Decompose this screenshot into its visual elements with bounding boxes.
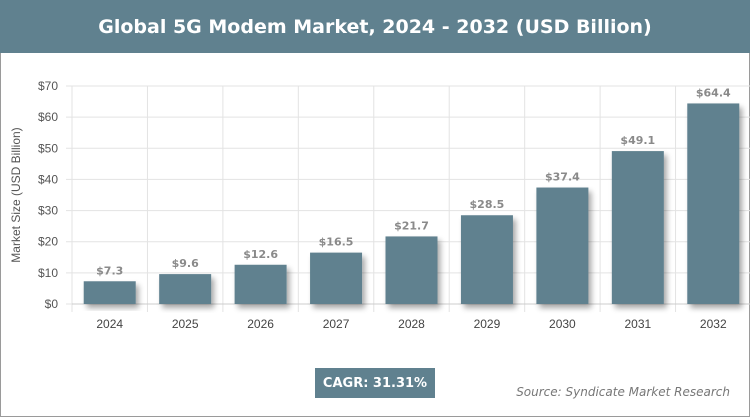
data-label: $21.7 bbox=[394, 219, 429, 232]
y-tick-label: $70 bbox=[38, 79, 58, 93]
data-label: $28.5 bbox=[470, 198, 505, 211]
bar-2026 bbox=[234, 264, 287, 304]
bar-2029 bbox=[460, 215, 513, 304]
cagr-badge: CAGR: 31.31% bbox=[315, 368, 435, 398]
chart-title: Global 5G Modem Market, 2024 - 2032 (USD… bbox=[0, 0, 750, 53]
data-label: $7.3 bbox=[96, 264, 123, 277]
data-label: $49.1 bbox=[620, 134, 655, 147]
y-tick-label: $10 bbox=[38, 266, 58, 280]
data-label: $12.6 bbox=[243, 248, 278, 261]
x-tick-label: 2028 bbox=[398, 317, 425, 331]
x-tick-label: 2030 bbox=[549, 317, 576, 331]
y-tick-label: $20 bbox=[38, 235, 58, 249]
x-tick-label: 2026 bbox=[247, 317, 274, 331]
y-tick-label: $40 bbox=[38, 172, 58, 186]
x-tick-label: 2027 bbox=[323, 317, 350, 331]
x-tick-label: 2024 bbox=[96, 317, 123, 331]
source-note: Source: Syndicate Market Research bbox=[516, 385, 730, 399]
data-label: $64.4 bbox=[696, 86, 731, 99]
bar-2024 bbox=[83, 281, 136, 304]
bar-2027 bbox=[310, 252, 363, 304]
bar-2025 bbox=[159, 274, 212, 304]
data-label: $9.6 bbox=[172, 257, 199, 270]
y-tick-label: $50 bbox=[38, 141, 58, 155]
data-label: $37.4 bbox=[545, 171, 580, 184]
data-label: $16.5 bbox=[319, 236, 354, 249]
x-tick-label: 2025 bbox=[172, 317, 199, 331]
y-tick-label: $0 bbox=[45, 297, 59, 311]
bar-2032 bbox=[687, 103, 740, 304]
y-tick-label: $60 bbox=[38, 110, 58, 124]
x-tick-label: 2031 bbox=[624, 317, 651, 331]
bar-2030 bbox=[536, 187, 589, 304]
x-tick-label: 2029 bbox=[474, 317, 501, 331]
bar-2031 bbox=[611, 151, 664, 304]
bar-2028 bbox=[385, 236, 438, 304]
x-tick-label: 2032 bbox=[700, 317, 727, 331]
y-tick-label: $30 bbox=[38, 204, 58, 218]
y-axis-title: Market Size (USD Billion) bbox=[9, 127, 23, 262]
